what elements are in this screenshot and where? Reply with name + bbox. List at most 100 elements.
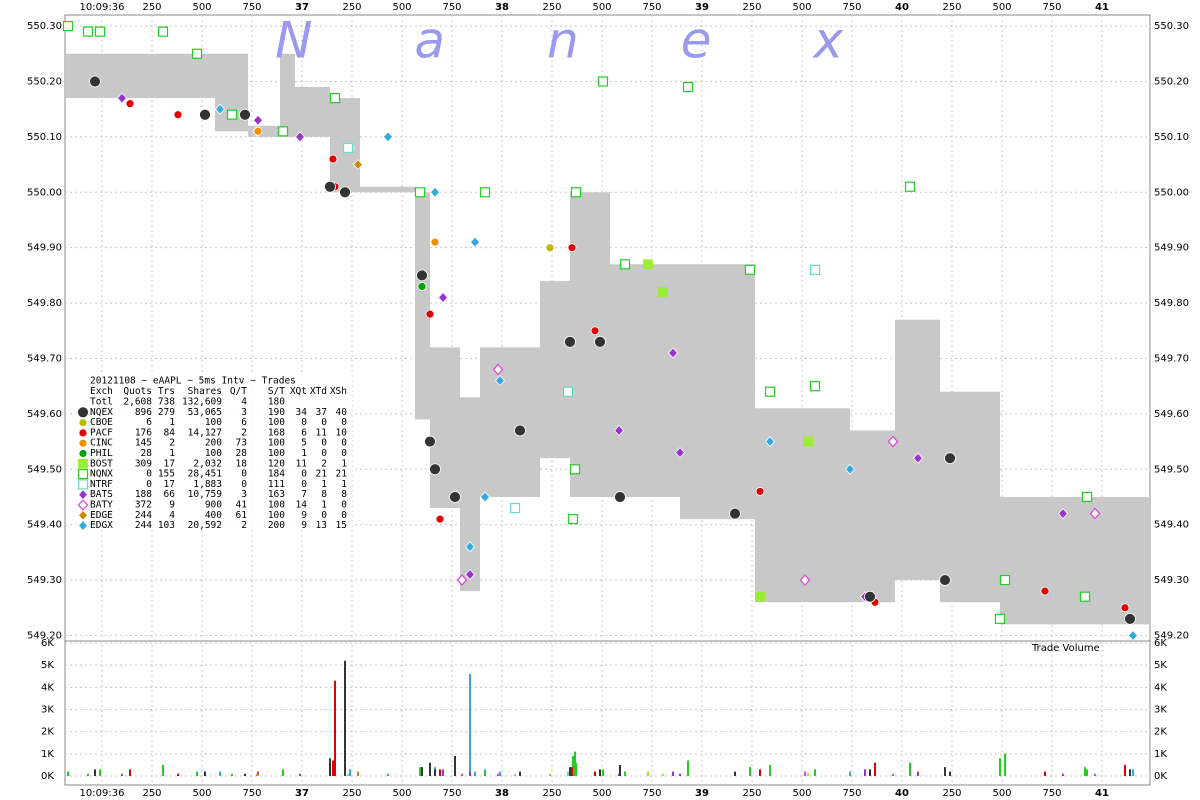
x-tick-label: 250 bbox=[342, 788, 361, 799]
volume-bar bbox=[1129, 769, 1131, 776]
y-tick-label-right: 549.70 bbox=[1154, 353, 1189, 364]
volume-bar bbox=[94, 769, 96, 776]
legend-cell: 896 bbox=[135, 407, 152, 418]
trade-marker bbox=[417, 282, 427, 291]
trade-marker bbox=[116, 92, 128, 104]
x-tick-label: 500 bbox=[992, 788, 1011, 799]
spread-band bbox=[460, 397, 480, 592]
trade-marker bbox=[744, 264, 756, 275]
legend-cell: 0 bbox=[321, 438, 327, 449]
volume-bar bbox=[599, 769, 601, 776]
y-tick-label: 549.40 bbox=[27, 520, 62, 531]
legend-cell: 2 bbox=[241, 427, 247, 438]
trade-marker bbox=[887, 435, 899, 448]
trade-marker bbox=[214, 103, 226, 115]
legend-cell: 100 bbox=[268, 510, 285, 521]
legend-cell: 73 bbox=[236, 438, 247, 449]
legend-cell: 9 bbox=[169, 500, 175, 511]
volume-bar bbox=[749, 767, 751, 776]
trade-layer bbox=[62, 20, 1139, 642]
legend-cell: 28 bbox=[141, 448, 153, 459]
volume-tick-label: 2K bbox=[41, 727, 54, 738]
trade-marker bbox=[252, 114, 264, 126]
x-tick-label: 500 bbox=[592, 2, 611, 13]
trade-marker bbox=[239, 108, 251, 121]
volume-bar bbox=[619, 764, 621, 776]
legend-cell: 15 bbox=[336, 520, 347, 531]
volume-bar bbox=[679, 773, 681, 776]
volume-bar bbox=[474, 771, 476, 776]
trade-marker bbox=[479, 491, 491, 503]
volume-bar bbox=[257, 773, 259, 776]
volume-bar bbox=[849, 771, 851, 776]
x-tick-label: 500 bbox=[192, 2, 211, 13]
legend-cell: 20,592 bbox=[188, 520, 222, 531]
legend-cell: 100 bbox=[268, 448, 285, 459]
volume-bar bbox=[439, 769, 441, 776]
spread-band bbox=[895, 319, 940, 581]
x-tick-label: 500 bbox=[592, 788, 611, 799]
trade-marker bbox=[89, 75, 101, 88]
trade-marker bbox=[157, 26, 169, 37]
legend-cell: 190 bbox=[268, 407, 285, 418]
trade-marker bbox=[456, 574, 468, 586]
legend-cell: 372 bbox=[135, 500, 152, 511]
volume-bar bbox=[282, 769, 284, 776]
x-tick-label: 38 bbox=[495, 2, 509, 13]
volume-bar bbox=[1084, 767, 1086, 776]
x-tick-label: 40 bbox=[895, 2, 909, 13]
x-tick-label: 500 bbox=[192, 788, 211, 799]
legend-header: Q/T bbox=[230, 386, 247, 397]
volume-tick-label-right: 2K bbox=[1154, 727, 1167, 738]
legend-cell: 155 bbox=[158, 469, 175, 480]
volume-bar bbox=[687, 760, 689, 776]
trade-marker bbox=[342, 142, 354, 154]
trade-marker bbox=[514, 424, 526, 437]
legend-marker bbox=[78, 458, 88, 469]
y-tick-label: 550.20 bbox=[27, 76, 62, 87]
volume-bar bbox=[602, 769, 604, 776]
trade-marker bbox=[643, 259, 653, 270]
y-tick-label-right: 549.60 bbox=[1154, 409, 1189, 420]
legend-cell: 10,759 bbox=[188, 489, 223, 500]
x-tick-label: 37 bbox=[295, 788, 309, 799]
x-tick-label: 750 bbox=[242, 2, 261, 13]
legend-cell: 244 bbox=[135, 520, 152, 531]
trade-marker bbox=[590, 326, 600, 336]
legend-cell: 17 bbox=[164, 458, 175, 469]
trade-marker bbox=[844, 463, 856, 475]
x-tick-label: 250 bbox=[142, 2, 161, 13]
volume-bar bbox=[204, 771, 206, 776]
legend-name: EDGX bbox=[90, 520, 113, 531]
trade-marker bbox=[545, 243, 555, 253]
trade-marker bbox=[1120, 603, 1130, 613]
legend-cell: 0 bbox=[146, 469, 152, 480]
legend-cell: 163 bbox=[268, 489, 285, 500]
trade-marker bbox=[799, 574, 811, 586]
legend-name: NQNX bbox=[90, 469, 113, 480]
trade-marker bbox=[994, 613, 1006, 624]
legend-cell: 8 bbox=[341, 489, 347, 500]
x-tick-label: 750 bbox=[1042, 788, 1061, 799]
x-tick-label: 750 bbox=[642, 2, 661, 13]
legend-cell: 11 bbox=[316, 427, 328, 438]
trade-marker bbox=[619, 259, 631, 270]
legend-name: EDGE bbox=[90, 510, 113, 521]
spread-band bbox=[610, 264, 680, 497]
trade-marker bbox=[324, 180, 336, 193]
legend-total: 4 bbox=[241, 397, 247, 408]
x-tick-label: 250 bbox=[942, 788, 961, 799]
trade-marker bbox=[567, 514, 579, 525]
trade-marker bbox=[339, 186, 351, 199]
trade-marker bbox=[294, 131, 306, 143]
volume-bar bbox=[332, 760, 334, 776]
volume-bar bbox=[1124, 764, 1126, 776]
volume-bar bbox=[219, 771, 221, 776]
spread-band bbox=[65, 53, 215, 99]
volume-tick-label: 1K bbox=[41, 749, 54, 760]
trade-marker bbox=[125, 99, 135, 109]
legend-total: 132,609 bbox=[182, 397, 222, 408]
y-tick-label-right: 549.50 bbox=[1154, 464, 1189, 475]
legend-cell: 1 bbox=[321, 479, 327, 490]
volume-bar bbox=[594, 771, 596, 776]
